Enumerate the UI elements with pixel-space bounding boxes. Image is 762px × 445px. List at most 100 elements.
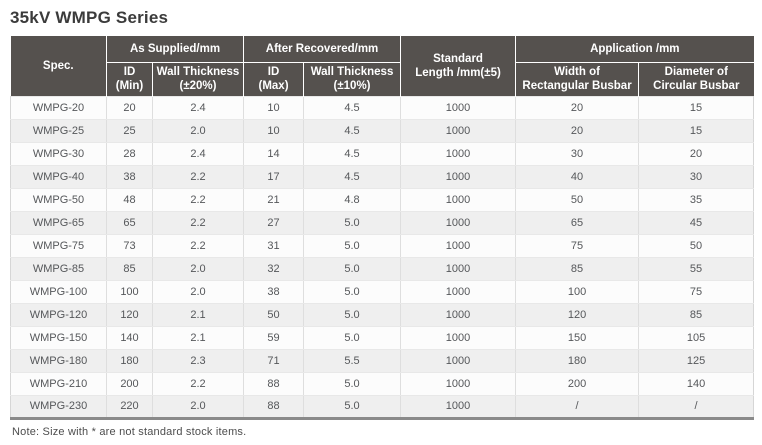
cell-id-max: 10 (243, 118, 305, 143)
header-group-application: Application /mm (515, 36, 754, 63)
cell-standard-length: 1000 (400, 95, 517, 120)
cell-dia-circ-busbar: 30 (638, 164, 755, 189)
header-id-min-line1: ID (123, 65, 136, 78)
cell-standard-length: 1000 (400, 279, 517, 304)
cell-id-min: 28 (106, 141, 153, 166)
cell-width-rect-busbar: 20 (515, 118, 640, 143)
table-row: WMPG-65 65 2.2 27 5.0 1000 65 45 (10, 210, 755, 235)
cell-id-min: 20 (106, 95, 153, 120)
cell-dia-circ-busbar: 55 (638, 256, 755, 281)
header-id-max: ID (Max) (243, 62, 304, 97)
cell-wall-thickness-10: 4.5 (303, 141, 402, 166)
table-body: WMPG-20 20 2.4 10 4.5 1000 20 15 WMPG-25… (10, 95, 755, 420)
cell-id-max: 88 (243, 394, 305, 420)
cell-id-max: 27 (243, 210, 305, 235)
spec-table: Spec. As Supplied/mm After Recovered/mm … (10, 36, 755, 420)
cell-width-rect-busbar: / (515, 394, 640, 420)
cell-wall-thickness-10: 4.5 (303, 95, 402, 120)
cell-wall-thickness-10: 5.0 (303, 371, 402, 396)
cell-dia-circ-busbar: 15 (638, 95, 755, 120)
cell-wall-thickness-20: 2.1 (151, 325, 245, 350)
cell-dia-circ-busbar: 85 (638, 302, 755, 327)
cell-spec: WMPG-210 (10, 371, 107, 396)
cell-wall-thickness-20: 2.4 (151, 141, 245, 166)
header-width-rect-busbar-line1: Width of (554, 65, 600, 78)
table-row: WMPG-150 140 2.1 59 5.0 1000 150 105 (10, 325, 755, 350)
cell-wall-thickness-10: 5.0 (303, 256, 402, 281)
table-row: WMPG-210 200 2.2 88 5.0 1000 200 140 (10, 371, 755, 396)
table-row: WMPG-100 100 2.0 38 5.0 1000 100 75 (10, 279, 755, 304)
cell-id-max: 17 (243, 164, 305, 189)
cell-wall-thickness-20: 2.0 (151, 394, 245, 420)
cell-id-min: 120 (106, 302, 153, 327)
cell-id-max: 14 (243, 141, 305, 166)
cell-dia-circ-busbar: 45 (638, 210, 755, 235)
cell-spec: WMPG-75 (10, 233, 107, 258)
cell-spec: WMPG-40 (10, 164, 107, 189)
table-header: Spec. As Supplied/mm After Recovered/mm … (10, 36, 754, 97)
cell-id-max: 88 (243, 371, 305, 396)
cell-id-min: 180 (106, 348, 153, 373)
header-id-min-line2: (Min) (115, 80, 144, 93)
cell-id-max: 32 (243, 256, 305, 281)
cell-width-rect-busbar: 30 (515, 141, 640, 166)
cell-id-max: 10 (243, 95, 305, 120)
cell-wall-thickness-20: 2.0 (151, 256, 245, 281)
cell-width-rect-busbar: 200 (515, 371, 640, 396)
cell-wall-thickness-20: 2.4 (151, 95, 245, 120)
header-dia-circ-busbar-line1: Diameter of (664, 65, 728, 78)
table-row: WMPG-40 38 2.2 17 4.5 1000 40 30 (10, 164, 755, 189)
cell-wall-thickness-10: 4.5 (303, 164, 402, 189)
cell-standard-length: 1000 (400, 233, 517, 258)
header-dia-circ-busbar: Diameter of Circular Busbar (638, 62, 754, 97)
cell-width-rect-busbar: 150 (515, 325, 640, 350)
table-row: WMPG-75 73 2.2 31 5.0 1000 75 50 (10, 233, 755, 258)
cell-spec: WMPG-50 (10, 187, 107, 212)
cell-id-max: 21 (243, 187, 305, 212)
cell-width-rect-busbar: 65 (515, 210, 640, 235)
cell-spec: WMPG-25 (10, 118, 107, 143)
cell-wall-thickness-10: 4.8 (303, 187, 402, 212)
cell-spec: WMPG-30 (10, 141, 107, 166)
table-row: WMPG-230 220 2.0 88 5.0 1000 / / (10, 394, 755, 420)
cell-width-rect-busbar: 20 (515, 95, 640, 120)
cell-dia-circ-busbar: 50 (638, 233, 755, 258)
cell-standard-length: 1000 (400, 118, 517, 143)
cell-wall-thickness-20: 2.0 (151, 118, 245, 143)
header-dia-circ-busbar-line2: Circular Busbar (653, 80, 740, 93)
cell-spec: WMPG-100 (10, 279, 107, 304)
header-standard-length-line1: Standard (433, 52, 483, 65)
cell-width-rect-busbar: 85 (515, 256, 640, 281)
cell-spec: WMPG-120 (10, 302, 107, 327)
cell-dia-circ-busbar: 75 (638, 279, 755, 304)
cell-id-max: 71 (243, 348, 305, 373)
table-row: WMPG-120 120 2.1 50 5.0 1000 120 85 (10, 302, 755, 327)
cell-spec: WMPG-20 (10, 95, 107, 120)
cell-id-min: 73 (106, 233, 153, 258)
cell-id-min: 48 (106, 187, 153, 212)
header-standard-length: Standard Length /mm(±5) (400, 36, 516, 97)
cell-standard-length: 1000 (400, 371, 517, 396)
cell-wall-thickness-10: 5.0 (303, 279, 402, 304)
cell-wall-thickness-20: 2.0 (151, 279, 245, 304)
header-wall-thickness-10: Wall Thickness (±10%) (303, 62, 401, 97)
table-row: WMPG-180 180 2.3 71 5.5 1000 180 125 (10, 348, 755, 373)
cell-standard-length: 1000 (400, 141, 517, 166)
cell-id-max: 50 (243, 302, 305, 327)
header-group-after-recovered: After Recovered/mm (243, 36, 401, 63)
cell-width-rect-busbar: 120 (515, 302, 640, 327)
table-row: WMPG-30 28 2.4 14 4.5 1000 30 20 (10, 141, 755, 166)
cell-standard-length: 1000 (400, 348, 517, 373)
cell-spec: WMPG-230 (10, 394, 107, 420)
cell-standard-length: 1000 (400, 302, 517, 327)
cell-id-max: 38 (243, 279, 305, 304)
cell-standard-length: 1000 (400, 210, 517, 235)
cell-spec: WMPG-180 (10, 348, 107, 373)
cell-wall-thickness-10: 5.5 (303, 348, 402, 373)
footnote: Note: Size with * are not standard stock… (12, 425, 247, 438)
header-wall-thickness-20-line1: Wall Thickness (156, 65, 240, 78)
cell-spec: WMPG-85 (10, 256, 107, 281)
header-width-rect-busbar: Width of Rectangular Busbar (515, 62, 639, 97)
header-id-max-line2: (Max) (258, 80, 289, 93)
